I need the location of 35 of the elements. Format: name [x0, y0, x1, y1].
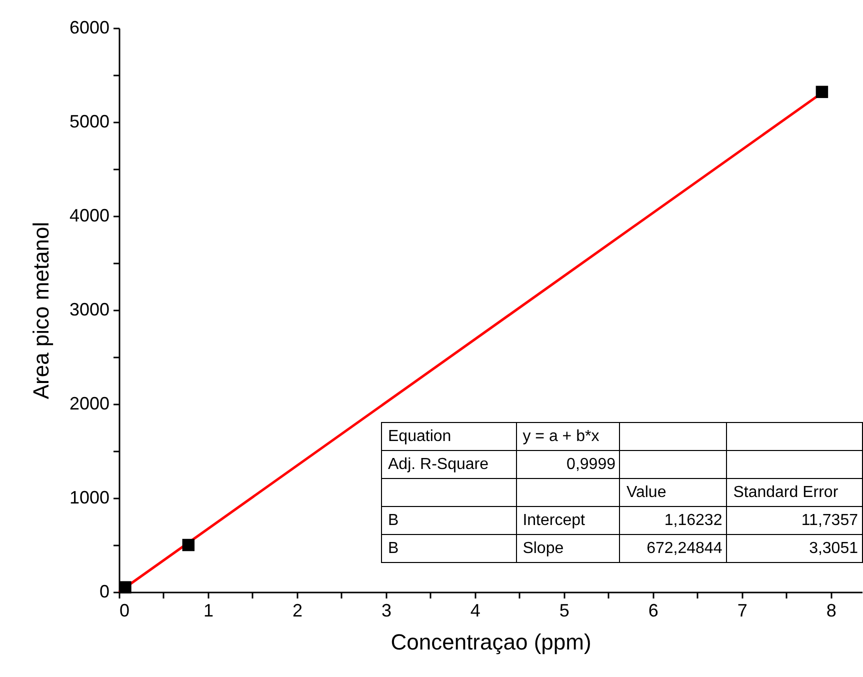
annotation: 3,3051	[726, 534, 862, 562]
x-tick-label: 8	[826, 600, 836, 620]
annotation: B	[382, 534, 516, 562]
annotation: Slope	[516, 534, 620, 562]
x-tick-label: 2	[292, 600, 302, 620]
annotation: 11,7357	[726, 506, 862, 534]
annotation: 0,9999	[516, 450, 620, 478]
x-tick-label: 5	[559, 600, 570, 620]
point	[182, 538, 195, 552]
point	[816, 86, 828, 98]
y-tick-label: 1000	[69, 488, 110, 508]
y-axis-title: Area pico metanol	[28, 222, 54, 400]
annotation: Equation	[382, 422, 516, 450]
y-tick-label: 6000	[69, 18, 110, 38]
annotation: 672,24844	[620, 534, 727, 562]
x-tick-label: 0	[120, 600, 130, 620]
annotation: Intercept	[516, 506, 620, 534]
annotation: y = a + b*x	[516, 422, 620, 450]
x-tick-label: 1	[203, 600, 214, 620]
annotation: Value	[620, 478, 727, 506]
x-tick-label: 3	[381, 600, 392, 620]
y-tick-label: 2000	[69, 394, 110, 414]
annotation: B	[382, 506, 516, 534]
y-tick-label: 0	[99, 582, 110, 602]
annotation: Standard Error	[726, 478, 862, 506]
x-tick-label: 4	[470, 600, 480, 620]
y-tick-label: 4000	[69, 206, 110, 226]
x-axis-title: Concentraçao (ppm)	[390, 630, 592, 654]
annotation: Adj. R-Square	[382, 450, 516, 478]
point	[119, 581, 132, 594]
y-tick-label: 5000	[69, 112, 110, 132]
y-tick-label: 3000	[69, 300, 110, 320]
x-tick-label: 7	[737, 600, 748, 620]
x-tick-label: 6	[648, 600, 658, 620]
annotation: 1,16232	[620, 506, 727, 534]
